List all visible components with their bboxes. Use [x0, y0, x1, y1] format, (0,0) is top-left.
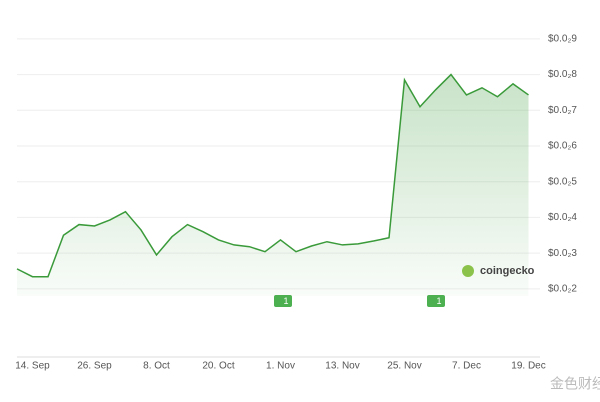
event-label: 1 [436, 296, 441, 306]
y-tick-label: $0.0₂2 [548, 283, 577, 294]
brand: coingecko [480, 265, 535, 277]
event-marker [427, 295, 445, 307]
y-tick-label: $0.0₂3 [548, 248, 577, 259]
y-tick-label: $0.0₂5 [548, 176, 577, 187]
x-tick-label: 13. Nov [325, 361, 359, 372]
y-tick-label: $0.0₂8 [548, 69, 577, 80]
x-tick-label: 19. Dec [511, 361, 545, 372]
watermark: 金色财经 [550, 376, 600, 392]
x-tick-label: 8. Oct [143, 361, 170, 372]
x-tick-label: 20. Oct [202, 361, 234, 372]
price-line [16, 73, 529, 278]
area [17, 74, 529, 296]
x-tick-label: 26. Sep [77, 361, 112, 372]
x-tick-label: 7. Dec [452, 361, 481, 372]
event-marker [274, 295, 292, 307]
x-tick-label: 25. Nov [387, 361, 421, 372]
x-tick-label: 1. Nov [266, 361, 295, 372]
y-tick-label: $0.0₂6 [548, 141, 577, 152]
x-tick-label: 14. Sep [15, 361, 50, 372]
y-tick-label: $0.0₂9 [548, 33, 577, 44]
y-tick-label: $0.0₂7 [548, 105, 577, 116]
brand-logo [462, 265, 474, 277]
event-label: 1 [283, 296, 288, 306]
y-tick-label: $0.0₂4 [548, 212, 577, 223]
